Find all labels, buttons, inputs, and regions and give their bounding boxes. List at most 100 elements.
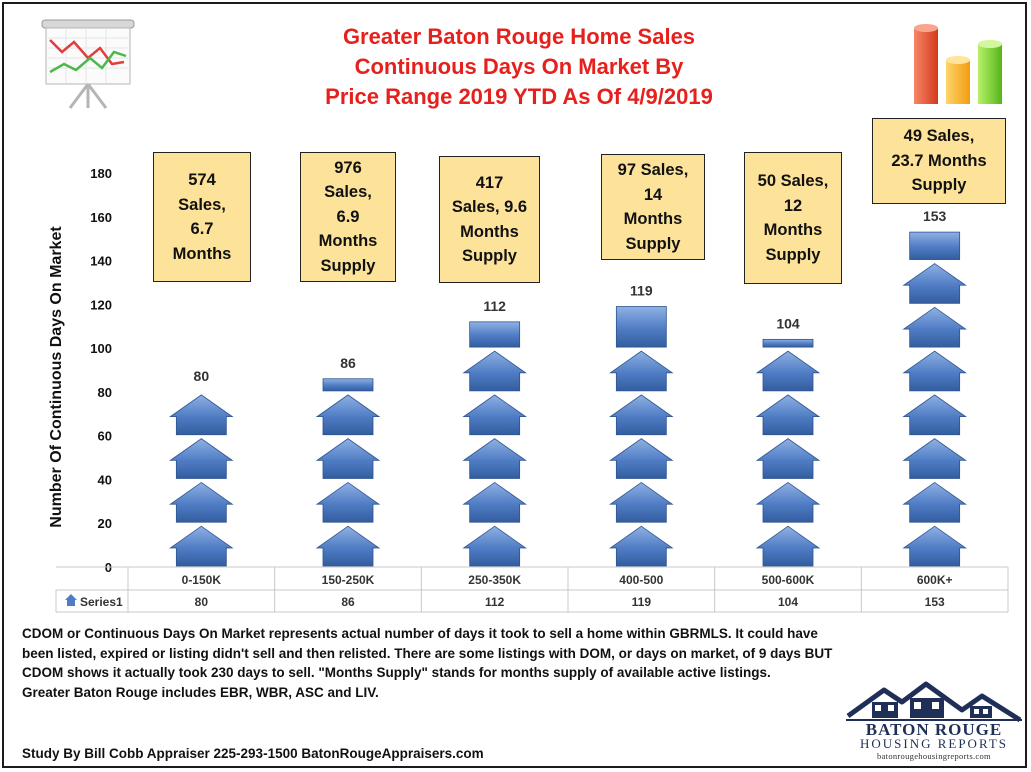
bar-house-segment bbox=[902, 438, 967, 479]
bar-house-segment bbox=[755, 525, 821, 567]
annotation-box: 50 Sales, 12 Months Supply bbox=[744, 152, 842, 284]
data-label: 104 bbox=[776, 315, 800, 331]
annotation-text: 50 Sales, 12 Months Supply bbox=[757, 172, 829, 264]
bar-house-segment bbox=[462, 525, 527, 567]
bar-house-segment bbox=[169, 438, 234, 479]
bar-house-segment bbox=[902, 306, 967, 348]
annotation-box: 574 Sales, 6.7 Months bbox=[153, 152, 251, 282]
data-label: 86 bbox=[340, 355, 356, 371]
bar-house-segment bbox=[902, 394, 967, 436]
annotation-text: 976 Sales, 6.9 Months Supply bbox=[318, 158, 378, 275]
table-value: 153 bbox=[925, 595, 945, 609]
bar-house-segment bbox=[169, 394, 234, 436]
bar-house-segment bbox=[755, 481, 821, 523]
annotation-box: 97 Sales, 14 Months Supply bbox=[601, 154, 705, 260]
bar-house-segment bbox=[169, 525, 234, 567]
bar-partial-segment bbox=[909, 231, 961, 260]
category-label: 250-350K bbox=[468, 573, 521, 587]
category-label: 600K+ bbox=[917, 573, 953, 587]
category-label: 400-500 bbox=[619, 573, 663, 587]
y-axis-ticks: 020406080100120140160180 bbox=[90, 166, 112, 575]
chart-title-line-3: Price Range 2019 YTD As Of 4/9/2019 bbox=[325, 84, 713, 109]
annotation-box: 417 Sales, 9.6 Months Supply bbox=[439, 156, 540, 283]
plot-area: 020406080100120140160180 808611211910415… bbox=[55, 166, 1009, 613]
bar-partial-segment bbox=[615, 306, 667, 348]
bar bbox=[169, 394, 234, 567]
footnote: CDOM or Continuous Days On Market repres… bbox=[22, 624, 842, 702]
data-label: 119 bbox=[630, 283, 653, 299]
bar-house-segment bbox=[902, 481, 967, 523]
bar-house-segment bbox=[315, 394, 381, 436]
category-label: 150-250K bbox=[322, 573, 375, 587]
chart-title: Greater Baton Rouge Home Sales Continuou… bbox=[234, 22, 804, 112]
house-roofline-icon bbox=[846, 681, 1022, 722]
bar bbox=[315, 378, 381, 567]
bar-house-segment bbox=[462, 438, 527, 479]
bar bbox=[755, 338, 821, 567]
bar-house-segment bbox=[755, 394, 821, 436]
annotation-box: 49 Sales, 23.7 Months Supply bbox=[872, 118, 1006, 204]
bar-house-segment bbox=[315, 438, 381, 479]
category-label: 500-600K bbox=[762, 573, 815, 587]
y-tick-label: 160 bbox=[90, 210, 112, 225]
table-value: 119 bbox=[632, 595, 652, 609]
footnote-paragraph: CDOM or Continuous Days On Market repres… bbox=[22, 626, 833, 680]
annotation-text: 574 Sales, 6.7 Months bbox=[172, 171, 232, 263]
bar bbox=[609, 306, 674, 567]
table-value: 86 bbox=[341, 595, 355, 609]
chart-title-line-2: Continuous Days On Market By bbox=[354, 54, 684, 79]
data-label: 112 bbox=[483, 298, 506, 314]
bar-chart-icon bbox=[914, 24, 1002, 104]
y-tick-label: 140 bbox=[90, 254, 112, 269]
bar-house-segment bbox=[462, 350, 527, 392]
y-tick-label: 120 bbox=[90, 297, 112, 312]
bar-house-segment bbox=[755, 438, 821, 479]
bar-house-segment bbox=[609, 350, 674, 392]
bar-house-segment bbox=[169, 481, 234, 523]
bar bbox=[902, 231, 967, 567]
category-label: 0-150K bbox=[182, 573, 222, 587]
bar-partial-segment bbox=[322, 378, 374, 392]
bar-house-segment bbox=[462, 394, 527, 436]
bar-partial-segment bbox=[469, 321, 521, 348]
y-tick-label: 20 bbox=[98, 516, 112, 531]
data-labels: 80 86 112 119 104 153 bbox=[194, 208, 947, 384]
data-label: 80 bbox=[194, 368, 210, 384]
bar-house-segment bbox=[609, 438, 674, 479]
bar-house-segment bbox=[902, 525, 967, 567]
bar-house-segment bbox=[902, 263, 967, 304]
bar-house-segment bbox=[609, 481, 674, 523]
bar-house-segment bbox=[609, 394, 674, 436]
chart-title-line-1: Greater Baton Rouge Home Sales bbox=[342, 24, 696, 49]
annotation-text: 49 Sales, 23.7 Months Supply bbox=[891, 127, 987, 195]
bars bbox=[169, 231, 967, 567]
footnote-region-note: Greater Baton Rouge includes EBR, WBR, A… bbox=[22, 684, 379, 700]
table-value: 104 bbox=[778, 595, 798, 609]
table-value: 80 bbox=[195, 595, 209, 609]
annotation-text: 417 Sales, 9.6 Months Supply bbox=[451, 173, 528, 266]
logo-url: batonrougehousingreports.com bbox=[877, 751, 991, 761]
y-tick-label: 100 bbox=[90, 341, 112, 356]
easel-chart-icon bbox=[41, 19, 135, 109]
study-credit: Study By Bill Cobb Appraiser 225-293-150… bbox=[22, 746, 484, 761]
bar bbox=[462, 321, 527, 567]
logo-line-2: HOUSING REPORTS bbox=[859, 736, 1009, 751]
bar-house-segment bbox=[755, 350, 821, 392]
bar-house-segment bbox=[902, 350, 967, 392]
bar-house-segment bbox=[315, 481, 381, 523]
data-table: 0-150K 150-250K 250-350K 400-500 500-600K 600… bbox=[55, 566, 1009, 613]
bar-partial-segment bbox=[762, 338, 814, 348]
logo-line-1: BATON ROUGE bbox=[865, 720, 1003, 739]
bar-house-segment bbox=[462, 481, 527, 523]
y-tick-label: 180 bbox=[90, 166, 112, 181]
legend-label: Series1 bbox=[80, 595, 123, 609]
legend-house-icon bbox=[65, 594, 77, 606]
annotation-box: 976 Sales, 6.9 Months Supply bbox=[300, 152, 396, 282]
baton-rouge-housing-reports-logo: BATON ROUGE HOUSING REPORTS batonrougeho… bbox=[844, 676, 1024, 762]
bar-house-segment bbox=[315, 525, 381, 567]
y-tick-label: 40 bbox=[98, 472, 112, 487]
bar-house-segment bbox=[609, 525, 674, 567]
y-tick-label: 60 bbox=[98, 429, 112, 444]
data-label: 153 bbox=[923, 208, 947, 224]
